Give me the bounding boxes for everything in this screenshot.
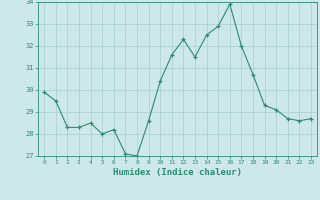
X-axis label: Humidex (Indice chaleur): Humidex (Indice chaleur): [113, 168, 242, 177]
